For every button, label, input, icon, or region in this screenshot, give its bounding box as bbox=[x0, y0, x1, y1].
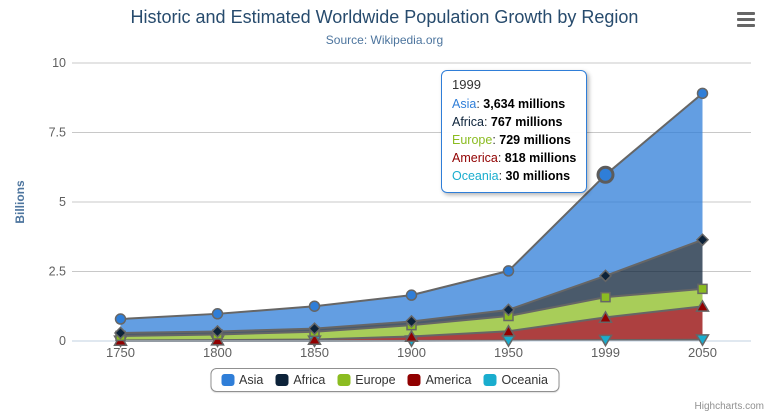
marker-america-1850[interactable] bbox=[307, 332, 322, 345]
marker-africa-1750[interactable] bbox=[113, 326, 128, 340]
x-axis-label-1800: 1800 bbox=[203, 345, 232, 360]
marker-asia-1800[interactable] bbox=[211, 308, 224, 320]
legend-item-asia[interactable]: Asia bbox=[221, 373, 263, 387]
x-axis-label-1750: 1750 bbox=[106, 345, 135, 360]
marker-asia-1900[interactable] bbox=[405, 289, 418, 301]
marker-america-1900[interactable] bbox=[404, 329, 419, 343]
legend-item-oceania[interactable]: Oceania bbox=[483, 373, 548, 387]
marker-africa-2050[interactable] bbox=[695, 233, 710, 247]
x-axis-label-2050: 2050 bbox=[688, 345, 717, 360]
x-axis-label-1950: 1950 bbox=[494, 345, 523, 360]
chart-title: Historic and Estimated Worldwide Populat… bbox=[130, 7, 639, 27]
area-america bbox=[120, 306, 703, 341]
marker-europe-1999[interactable] bbox=[600, 291, 611, 303]
legend-swatch-asia bbox=[221, 374, 234, 386]
marker-oceania-1999[interactable] bbox=[598, 334, 613, 348]
marker-europe-2050[interactable] bbox=[697, 283, 708, 295]
marker-oceania-2050[interactable] bbox=[695, 334, 710, 347]
x-axis-label-1900: 1900 bbox=[397, 345, 426, 360]
legend-label: Europe bbox=[355, 373, 396, 387]
marker-africa-1900[interactable] bbox=[404, 314, 419, 329]
marker-asia-1750[interactable] bbox=[114, 313, 127, 325]
y-axis-label-0: 0 bbox=[59, 334, 66, 348]
legend-item-america[interactable]: America bbox=[407, 373, 472, 387]
y-axis-label-5: 5 bbox=[59, 195, 66, 209]
y-axis-label-7.5: 7.5 bbox=[49, 126, 66, 140]
marker-africa-1850[interactable] bbox=[307, 322, 322, 336]
marker-america-1999[interactable] bbox=[598, 310, 613, 323]
hamburger-icon bbox=[737, 18, 755, 21]
hamburger-icon bbox=[737, 24, 755, 27]
legend-label: Africa bbox=[293, 373, 326, 387]
legend-swatch-africa bbox=[275, 374, 289, 386]
y-axis-label-2.5: 2.5 bbox=[49, 265, 66, 279]
legend-label: Asia bbox=[239, 373, 264, 387]
legend-label: Oceania bbox=[501, 373, 548, 387]
hamburger-icon bbox=[737, 12, 755, 15]
legend-item-africa[interactable]: Africa bbox=[275, 373, 325, 387]
marker-asia-1850[interactable] bbox=[308, 300, 321, 312]
legend-label: America bbox=[425, 373, 472, 387]
legend-swatch-america bbox=[407, 374, 421, 386]
chart-subtitle: Source: Wikipedia.org bbox=[325, 33, 444, 47]
legend-item-europe[interactable]: Europe bbox=[337, 373, 396, 387]
context-menu-button[interactable] bbox=[737, 12, 755, 27]
y-axis-label-10: 10 bbox=[52, 56, 66, 70]
marker-america-1950[interactable] bbox=[501, 324, 516, 337]
legend-swatch-oceania bbox=[483, 374, 497, 386]
y-axis-title: Billions bbox=[13, 180, 27, 224]
hover-marker-asia-1999[interactable] bbox=[596, 165, 615, 184]
legend: Asia Africa Europe America Oceania bbox=[210, 368, 559, 392]
marker-america-2050[interactable] bbox=[695, 299, 710, 312]
marker-america-1800[interactable] bbox=[210, 333, 225, 346]
marker-africa-1800[interactable] bbox=[210, 324, 225, 339]
legend-swatch-europe bbox=[337, 374, 351, 386]
credits-link[interactable]: Highcharts.com bbox=[694, 401, 764, 412]
area-asia bbox=[120, 93, 703, 333]
x-axis-label-1850: 1850 bbox=[300, 345, 329, 360]
marker-africa-1999[interactable] bbox=[598, 269, 613, 283]
marker-africa-1950[interactable] bbox=[501, 303, 516, 317]
x-axis-label-1999: 1999 bbox=[591, 345, 620, 360]
marker-asia-1950[interactable] bbox=[502, 265, 515, 277]
marker-asia-2050[interactable] bbox=[696, 87, 709, 100]
area-africa bbox=[120, 239, 703, 336]
